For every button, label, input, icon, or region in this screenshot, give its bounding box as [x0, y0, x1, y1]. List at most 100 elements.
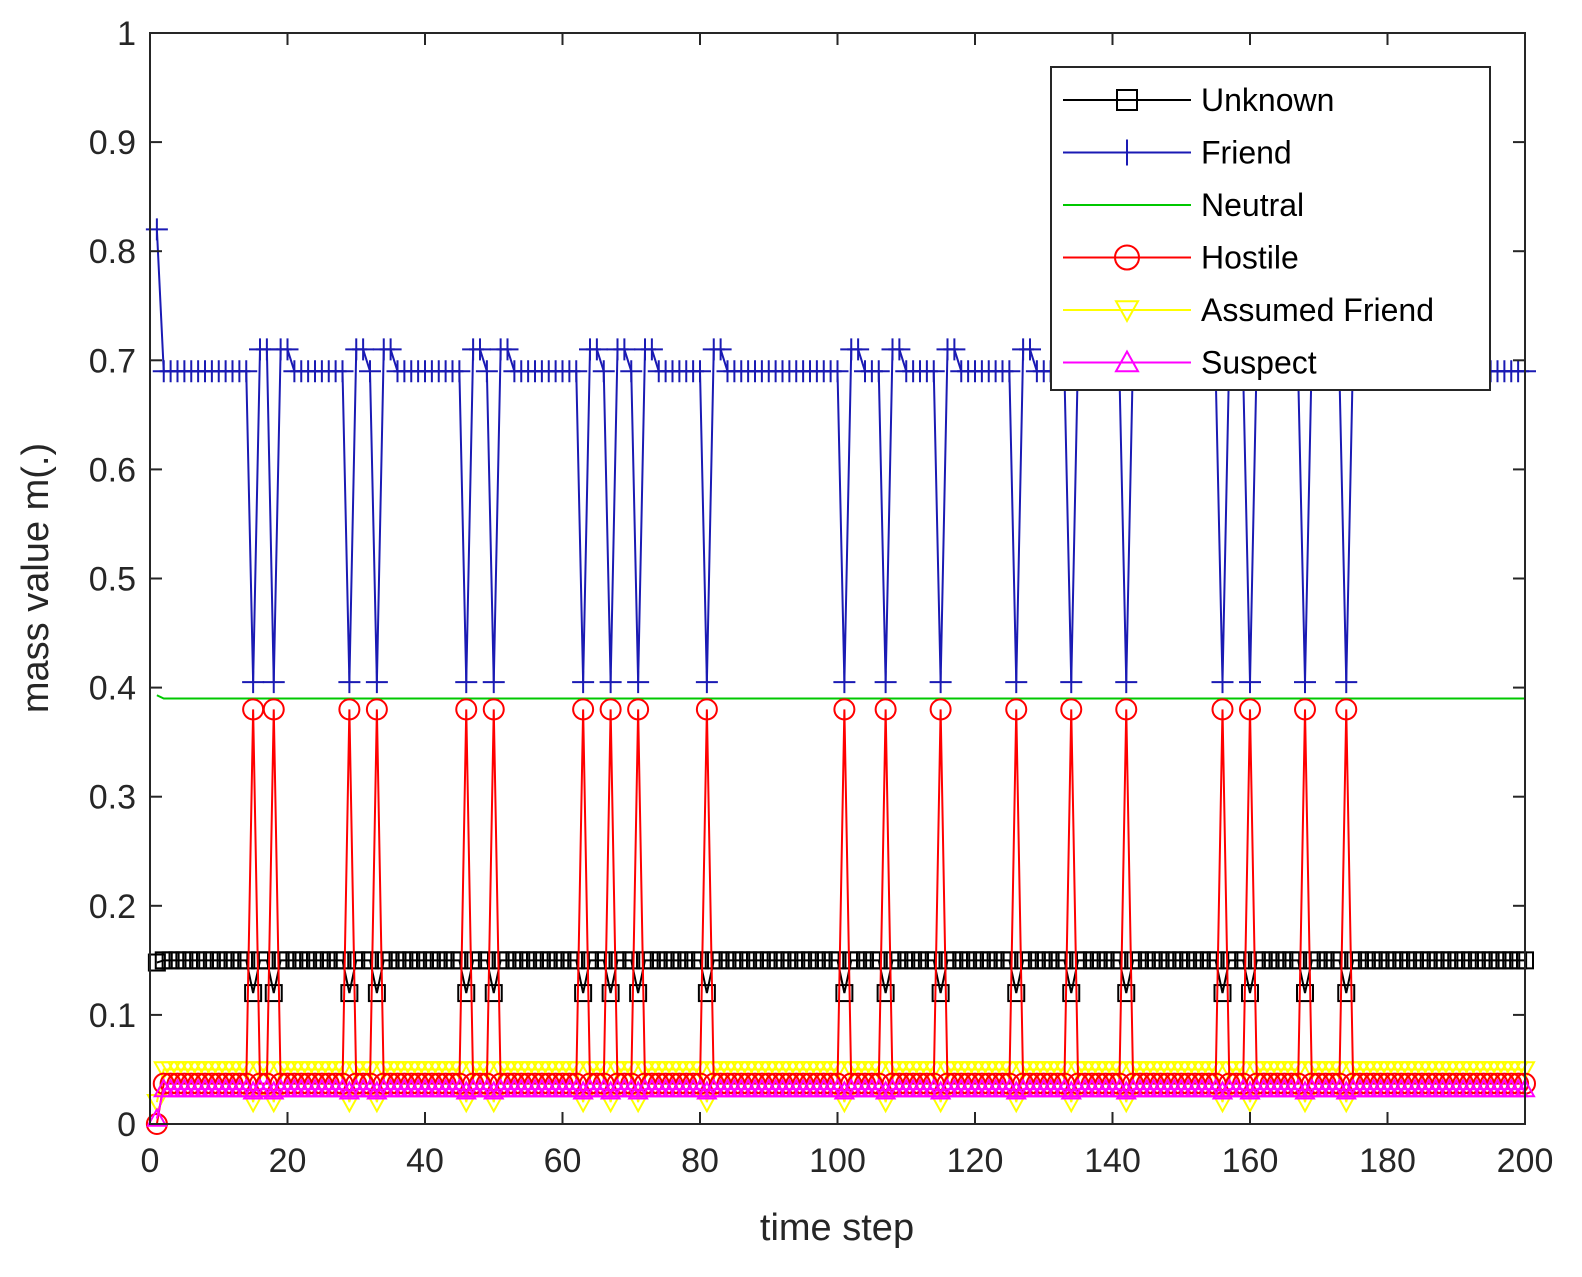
data-point: [931, 984, 950, 1003]
data-point: [475, 360, 498, 383]
data-point: [477, 951, 496, 970]
data-point: [874, 671, 897, 694]
data-point: [1000, 951, 1019, 970]
data-point: [1114, 349, 1140, 373]
data-point: [1019, 338, 1041, 361]
data-point: [572, 698, 595, 721]
data-point: [146, 1107, 168, 1127]
data-point: [469, 338, 491, 361]
x-tick-label: 100: [809, 1142, 866, 1180]
data-point: [1211, 1093, 1234, 1114]
y-tick-label: 0.6: [89, 451, 136, 489]
data-point: [833, 1093, 856, 1114]
legend-label: Unknown: [1201, 82, 1334, 118]
y-tick-label: 0.9: [89, 124, 136, 162]
data-point: [847, 338, 870, 361]
data-point: [1234, 951, 1253, 970]
data-point: [695, 671, 718, 694]
data-point: [567, 951, 586, 970]
data-point: [1062, 984, 1081, 1003]
data-point: [365, 671, 388, 694]
data-point: [262, 671, 285, 694]
data-point: [1005, 1093, 1027, 1114]
data-point: [601, 984, 620, 1003]
data-point: [1060, 698, 1083, 721]
data-point: [627, 671, 650, 694]
data-point: [627, 1080, 649, 1100]
data-point: [257, 951, 276, 970]
data-point: [455, 1093, 477, 1114]
x-axis-label: time step: [760, 1207, 914, 1249]
data-point: [1211, 1080, 1234, 1100]
x-tick-label: 160: [1222, 1142, 1279, 1180]
data-point: [1115, 1080, 1137, 1100]
data-point: [689, 360, 711, 383]
data-point: [629, 984, 648, 1003]
data-point: [1239, 698, 1261, 721]
data-point: [147, 953, 166, 972]
data-point: [572, 671, 595, 694]
x-tick-label: 60: [544, 1142, 582, 1180]
data-point: [1055, 951, 1074, 970]
data-point: [599, 1080, 622, 1100]
data-point: [1296, 984, 1314, 1003]
legend-item: Unknown: [1063, 82, 1334, 118]
data-point: [264, 984, 283, 1003]
data-point: [943, 338, 966, 361]
data-point: [1117, 984, 1136, 1003]
data-point: [1294, 1093, 1316, 1114]
legend-label: Assumed Friend: [1201, 292, 1434, 328]
data-point: [1206, 951, 1225, 970]
series-unknown: [147, 951, 1534, 1003]
data-point: [1110, 951, 1129, 970]
data-point: [1239, 1093, 1261, 1114]
data-point: [448, 360, 471, 383]
data-point: [1116, 89, 1138, 111]
data-point: [1060, 1080, 1082, 1100]
data-point: [585, 338, 608, 361]
data-point: [929, 671, 952, 694]
data-point: [276, 338, 299, 361]
data-point: [709, 338, 732, 361]
data-point: [594, 951, 613, 970]
x-tick-label: 140: [1084, 1142, 1141, 1180]
legend-item: Neutral: [1063, 187, 1304, 223]
data-point: [242, 1093, 264, 1114]
x-tick-label: 80: [681, 1142, 719, 1180]
data-point: [1114, 139, 1140, 166]
data-point: [483, 1080, 505, 1100]
x-tick-label: 200: [1497, 1142, 1554, 1180]
data-point: [599, 698, 622, 721]
data-point: [352, 338, 375, 361]
legend-item: Assumed Friend: [1063, 292, 1434, 328]
data-point: [1005, 671, 1028, 694]
data-point: [1330, 951, 1349, 970]
legend-label: Hostile: [1201, 240, 1299, 276]
data-point: [888, 338, 911, 361]
data-point: [455, 1080, 477, 1100]
data-point: [338, 671, 361, 694]
data-point: [1335, 698, 1358, 721]
data-point: [361, 951, 379, 970]
data-point: [263, 1080, 285, 1100]
data-point: [482, 698, 505, 721]
data-point: [263, 1093, 285, 1114]
data-point: [627, 698, 650, 721]
data-point: [483, 1093, 505, 1114]
data-point: [1294, 1080, 1316, 1100]
data-point: [1335, 1093, 1357, 1114]
data-point: [867, 360, 890, 383]
data-point: [262, 698, 285, 721]
y-tick-label: 0.7: [89, 342, 136, 380]
data-point: [1335, 671, 1358, 694]
data-point: [1337, 984, 1356, 1003]
data-point: [696, 1080, 718, 1100]
data-point: [366, 1080, 388, 1100]
data-point: [333, 951, 352, 970]
y-axis-label: mass value m(.): [15, 443, 57, 713]
data-point: [572, 1093, 594, 1114]
data-point: [1115, 698, 1138, 721]
data-point: [697, 984, 716, 1003]
data-point: [874, 1080, 897, 1100]
